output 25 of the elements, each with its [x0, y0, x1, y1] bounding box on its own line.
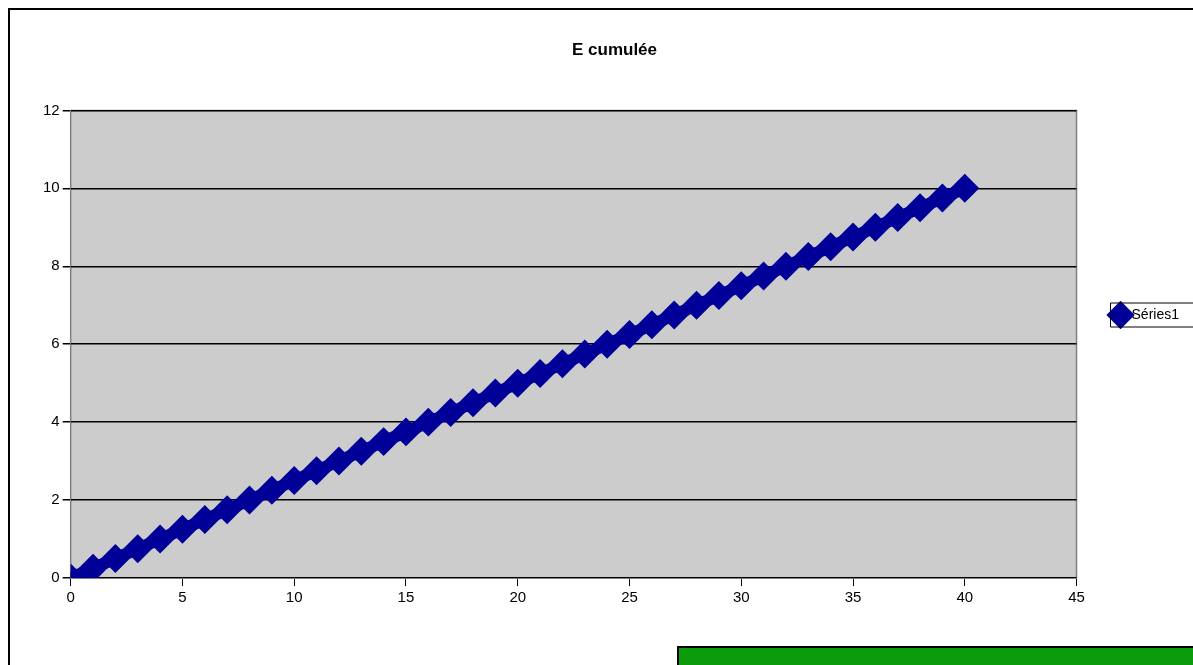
x-tick-label: 15 — [397, 588, 415, 606]
x-tick-label: 35 — [844, 588, 862, 606]
point — [369, 427, 398, 456]
point — [615, 320, 644, 349]
x-tick-label: 5 — [178, 588, 187, 606]
y-tick-label: 8 — [51, 256, 60, 274]
y-tick-label: 10 — [43, 178, 60, 196]
x-tick-label: 45 — [1068, 588, 1085, 606]
y-tick-label: 0 — [51, 568, 60, 586]
chart-title: E cumulée — [571, 39, 658, 59]
y-tick-label: 6 — [51, 334, 60, 352]
point — [794, 242, 823, 271]
x-tick-label: 0 — [66, 588, 75, 606]
y-tick-label: 2 — [51, 490, 60, 508]
point — [883, 203, 912, 232]
legend-label: Séries1 — [1131, 305, 1180, 322]
x-tick-label: 30 — [732, 588, 750, 606]
point — [436, 398, 465, 427]
x-tick-label: 20 — [509, 588, 527, 606]
x-tick-label: 10 — [285, 588, 303, 606]
y-tick-label: 4 — [51, 412, 60, 430]
point — [101, 544, 130, 573]
x-tick-label: 40 — [956, 588, 974, 606]
y-tick-label: 12 — [43, 100, 60, 118]
x-tick-label: 25 — [621, 588, 638, 606]
